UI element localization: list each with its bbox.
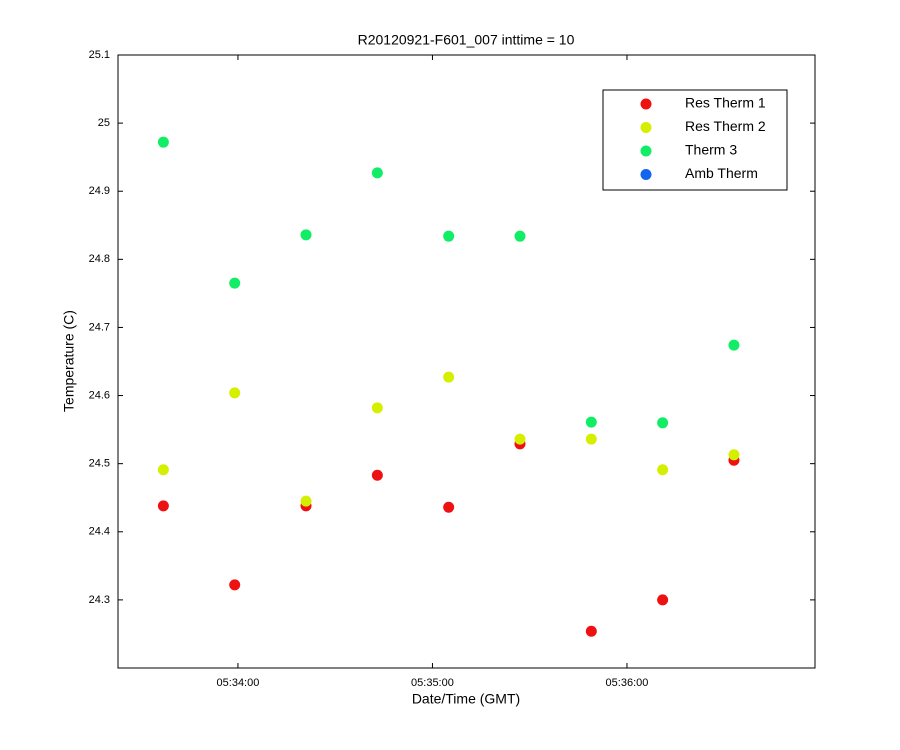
legend-label: Res Therm 1 <box>685 95 766 111</box>
point <box>229 277 241 289</box>
legend-box <box>602 89 788 191</box>
point <box>300 495 312 507</box>
y-tick-label: 24.4 <box>89 526 110 538</box>
point <box>300 229 312 241</box>
legend-marker <box>640 145 652 157</box>
y-tick-label: 25.1 <box>89 49 110 61</box>
point <box>443 230 455 242</box>
point <box>157 136 169 148</box>
point <box>229 579 241 591</box>
y-tick-label: 24.5 <box>89 458 110 470</box>
point <box>371 167 383 179</box>
x-tick-label: 05:34:00 <box>217 677 260 689</box>
y-tick-label: 24.3 <box>89 594 110 606</box>
y-tick-label: 25 <box>98 117 110 129</box>
point <box>585 433 597 445</box>
y-tick-label: 24.9 <box>89 185 110 197</box>
legend-label: Amb Therm <box>685 165 758 181</box>
point <box>657 594 669 606</box>
legend-label: Therm 3 <box>685 142 737 158</box>
point <box>585 416 597 428</box>
y-tick-label: 24.7 <box>89 321 110 333</box>
point <box>657 417 669 429</box>
point <box>514 433 526 445</box>
y-tick-label: 24.6 <box>89 389 110 401</box>
point <box>657 464 669 476</box>
point <box>728 449 740 461</box>
x-tick-label: 05:35:00 <box>411 677 454 689</box>
point <box>728 339 740 351</box>
chart-title: R20120921-F601_007 inttime = 10 <box>358 32 575 48</box>
legend-marker <box>640 122 652 133</box>
point <box>514 230 526 242</box>
x-axis-label: Date/Time (GMT) <box>412 691 520 707</box>
point <box>157 464 169 476</box>
legend-label: Res Therm 2 <box>685 118 766 134</box>
legend-marker <box>640 169 652 180</box>
point <box>229 387 241 399</box>
x-tick-label: 05:36:00 <box>606 677 649 689</box>
legend-marker <box>640 98 652 110</box>
y-tick-label: 24.8 <box>89 253 110 265</box>
y-axis-label: Temperature (C) <box>61 310 77 412</box>
point <box>585 625 597 637</box>
point <box>443 371 455 383</box>
point <box>371 402 383 414</box>
point <box>157 500 169 512</box>
point <box>371 469 383 481</box>
point <box>443 501 455 513</box>
